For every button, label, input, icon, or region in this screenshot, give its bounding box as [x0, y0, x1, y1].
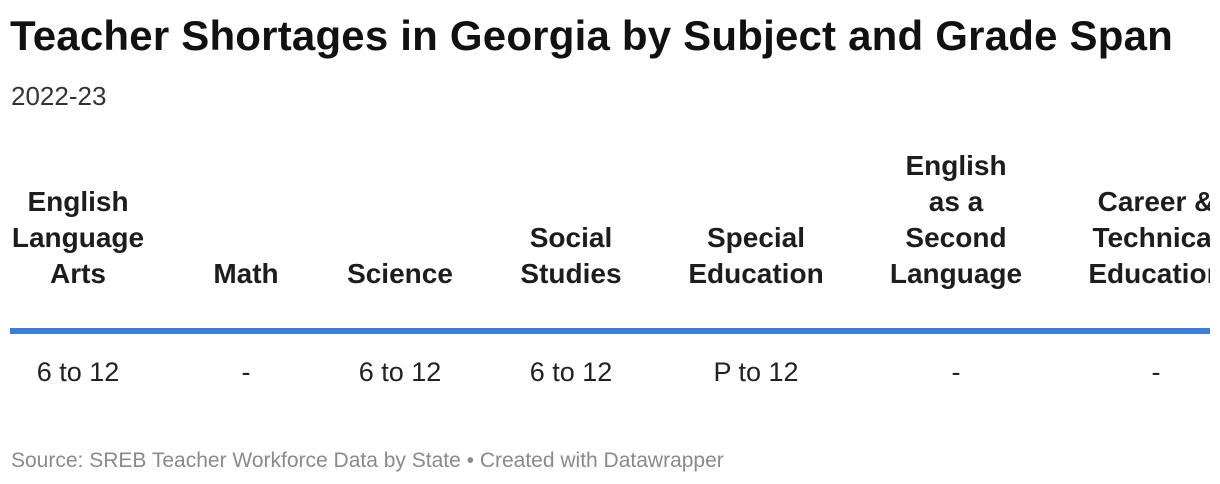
- table-cell-career-technical-education: -: [1151, 357, 1161, 387]
- column-header-math[interactable]: Math: [213, 258, 279, 289]
- column-header-career-technical-education[interactable]: Career & Technical Education: [1088, 186, 1210, 289]
- source-label: Source:: [11, 449, 84, 472]
- chart-footer: Source: SREB Teacher Workforce Data by S…: [11, 448, 724, 474]
- table-cell-english-second-language: -: [951, 357, 961, 387]
- header-divider: [10, 328, 1210, 334]
- table-cell-english-language-arts: 6 to 12: [36, 357, 120, 387]
- table-header-row: English Language Arts Math Science Socia…: [10, 150, 1210, 314]
- table-cell-math: -: [241, 357, 251, 387]
- column-header-social-studies[interactable]: Social Studies: [520, 222, 622, 289]
- table-cell-social-studies: 6 to 12: [529, 357, 613, 387]
- column-header-english-second-language[interactable]: English as a Second Language: [889, 150, 1023, 289]
- column-header-special-education[interactable]: Special Education: [688, 222, 824, 289]
- footer-separator: •: [466, 449, 474, 472]
- table-cell-special-education: P to 12: [713, 357, 799, 387]
- column-header-english-language-arts[interactable]: English Language Arts: [11, 186, 145, 289]
- credit-link[interactable]: Created with Datawrapper: [479, 449, 724, 472]
- table-cell-science: 6 to 12: [358, 357, 442, 387]
- chart-title: Teacher Shortages in Georgia by Subject …: [10, 12, 1173, 59]
- column-header-science[interactable]: Science: [347, 258, 453, 289]
- shortage-table: English Language Arts Math Science Socia…: [10, 150, 1210, 420]
- chart-subtitle: 2022-23: [11, 81, 107, 111]
- table-row: 6 to 12 - 6 to 12 6 to 12 P to 12 - -: [10, 354, 1210, 394]
- source-link[interactable]: SREB Teacher Workforce Data by State: [89, 449, 461, 472]
